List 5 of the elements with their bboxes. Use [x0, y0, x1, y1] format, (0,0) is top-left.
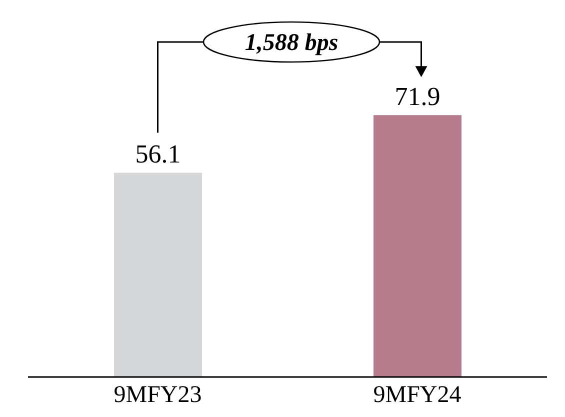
data-label: 56.1 [135, 140, 181, 169]
x-tick-label: 9MFY24 [373, 382, 462, 408]
data-label: 71.9 [394, 82, 440, 112]
x-tick-label: 9MFY23 [114, 382, 202, 408]
text: 1,588 bps [244, 30, 338, 56]
